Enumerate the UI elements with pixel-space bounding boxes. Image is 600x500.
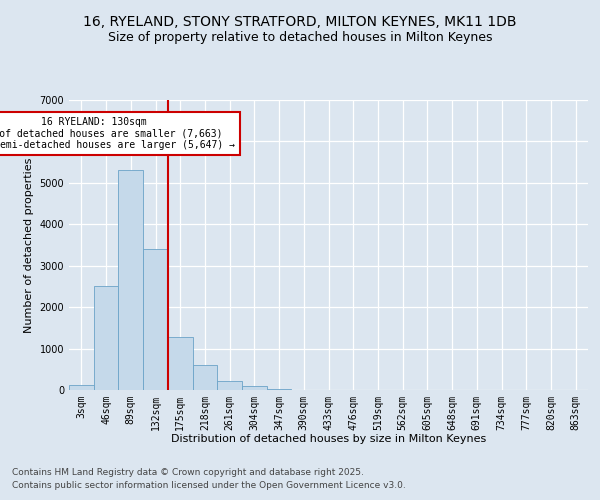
Bar — [217, 381, 242, 390]
X-axis label: Distribution of detached houses by size in Milton Keynes: Distribution of detached houses by size … — [171, 434, 486, 444]
Text: 16, RYELAND, STONY STRATFORD, MILTON KEYNES, MK11 1DB: 16, RYELAND, STONY STRATFORD, MILTON KEY… — [83, 16, 517, 30]
Bar — [94, 286, 118, 390]
Bar — [69, 384, 94, 390]
Bar — [118, 170, 143, 390]
Bar — [267, 389, 292, 390]
Text: 16 RYELAND: 130sqm
← 57% of detached houses are smaller (7,663)
42% of semi-deta: 16 RYELAND: 130sqm ← 57% of detached hou… — [0, 116, 235, 150]
Text: Size of property relative to detached houses in Milton Keynes: Size of property relative to detached ho… — [108, 31, 492, 44]
Bar — [242, 386, 267, 390]
Bar — [168, 337, 193, 390]
Bar — [143, 249, 168, 390]
Text: Contains public sector information licensed under the Open Government Licence v3: Contains public sector information licen… — [12, 482, 406, 490]
Y-axis label: Number of detached properties: Number of detached properties — [24, 158, 34, 332]
Bar — [193, 365, 217, 390]
Text: Contains HM Land Registry data © Crown copyright and database right 2025.: Contains HM Land Registry data © Crown c… — [12, 468, 364, 477]
